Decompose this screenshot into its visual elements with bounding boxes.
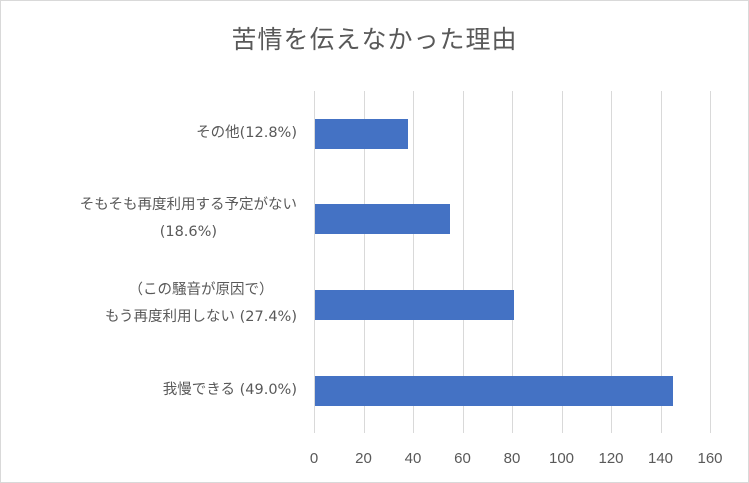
gridline-80 — [512, 91, 513, 433]
gridline-40 — [413, 91, 414, 433]
bar-can-endure — [315, 376, 673, 406]
bar-will-not-reuse — [315, 290, 515, 320]
label-line: その他(12.8%) — [196, 125, 297, 141]
x-tick: 60 — [454, 450, 471, 467]
gridline-140 — [660, 91, 662, 433]
label-line: もう再度利用しない (27.4%) — [104, 309, 297, 325]
category-label-other: その他(12.8%) — [196, 120, 297, 147]
x-tick: 80 — [503, 450, 521, 467]
bar-other — [315, 119, 409, 149]
gridline-160 — [710, 91, 711, 433]
gridline-0 — [314, 91, 315, 433]
label-line: （この騒音が原因で） — [128, 282, 274, 298]
gridline-20 — [363, 91, 365, 433]
x-tick: 100 — [548, 450, 575, 467]
x-tick: 140 — [647, 450, 674, 467]
x-tick: 20 — [355, 450, 372, 467]
category-label-will-not-reuse: （この騒音が原因で） もう再度利用しない (27.4%) — [105, 277, 297, 331]
gridline-60 — [462, 91, 464, 433]
x-tick: 40 — [404, 450, 422, 467]
label-line: そもそも再度利用する予定がない — [79, 197, 297, 213]
label-line: 我慢できる (49.0%) — [162, 382, 297, 398]
gridline-120 — [611, 91, 612, 433]
category-label-can-endure: 我慢できる (49.0%) — [163, 377, 297, 404]
x-tick: 120 — [598, 450, 624, 467]
x-tick: 160 — [697, 450, 723, 467]
category-label-no-plan-to-reuse: そもそも再度利用する予定がない (18.6%) — [80, 192, 297, 246]
bar-no-plan-to-reuse — [315, 204, 451, 234]
chart-title: 苦情を伝えなかった理由 — [231, 25, 518, 54]
gridline-100 — [561, 91, 563, 433]
x-tick: 0 — [309, 450, 319, 467]
plot-area — [314, 91, 711, 433]
label-line: (18.6%) — [159, 224, 218, 240]
